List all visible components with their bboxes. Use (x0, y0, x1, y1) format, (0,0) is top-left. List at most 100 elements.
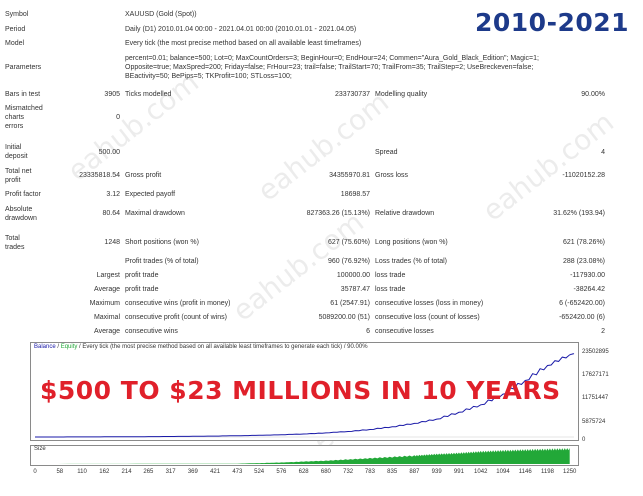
parameters-line-1: percent=0.01; balance=500; Lot=0; MaxCou… (125, 55, 539, 62)
relative-drawdown-label: Relative drawdown (375, 210, 435, 217)
maximum-wins-label: consecutive wins (profit in money) (125, 300, 231, 307)
parameters-line-3: BEactivity=50; BePips=5; TKProfit=100; S… (125, 73, 292, 80)
gross-profit-value: 34355970.81 (329, 172, 370, 179)
series-line-balance (35, 353, 575, 438)
bars-in-test-label: Bars in test (5, 91, 41, 98)
total-net-profit-label-2: profit (5, 177, 21, 184)
legend-separator: / (55, 344, 61, 350)
total-trades-label-1: Total (5, 235, 20, 242)
size-label: Size (34, 446, 46, 452)
strategy-tester-report: Symbol XAUUSD (Gold (Spot)) Period Daily… (5, 11, 605, 335)
short-positions-label: Short positions (won %) (125, 239, 199, 246)
x-tick-label: 1094 (496, 469, 510, 475)
maximum-label: Maximum (89, 300, 120, 307)
total-trades-label-2: trades (5, 244, 25, 251)
average-loss-value: -38264.42 (573, 286, 605, 293)
x-tick-label: 421 (210, 469, 221, 475)
maximal-loss-value: -652420.00 (6) (559, 314, 605, 321)
largest-label: Largest (96, 272, 120, 279)
expected-payoff-value: 18698.57 (340, 191, 370, 198)
average-consecutive-wins-label: consecutive wins (125, 328, 178, 335)
symbol-value: XAUUSD (Gold (Spot)) (125, 11, 197, 18)
total-net-profit-value: 23335818.54 (79, 172, 120, 179)
gross-profit-label: Gross profit (125, 172, 162, 179)
average-profit-value: 35787.47 (340, 286, 370, 293)
x-tick-label: 732 (343, 469, 354, 475)
largest-loss-value: -117930.00 (570, 272, 605, 279)
y-tick-label: 17627171 (582, 372, 609, 378)
balance-chart (35, 353, 575, 438)
profit-factor-value: 3.12 (106, 191, 120, 198)
size-area (35, 448, 570, 464)
period-label: Period (5, 26, 26, 33)
x-tick-label: 1146 (518, 469, 532, 475)
model-label: Model (5, 40, 25, 47)
average-consecutive-losses-label: consecutive losses (375, 328, 434, 335)
year-range-overlay: 2010-2021 (475, 8, 630, 37)
x-tick-label: 0 (33, 469, 37, 475)
largest-loss-label: loss trade (375, 272, 406, 279)
loss-trades-label: Loss trades (% of total) (375, 258, 447, 265)
symbol-label: Symbol (5, 11, 29, 18)
absolute-drawdown-value: 80.64 (102, 210, 120, 217)
maximal-drawdown-value: 827363.26 (15.13%) (306, 210, 370, 217)
model-value: Every tick (the most precise method base… (125, 40, 362, 47)
expected-payoff-label: Expected payoff (125, 191, 176, 198)
x-tick-label: 1250 (563, 469, 577, 475)
profit-trades-value: 960 (76.92%) (327, 258, 370, 265)
legend-balance: Balance (34, 344, 56, 350)
x-tick-label: 991 (453, 469, 464, 475)
claim-overlay: $500 TO $23 MILLIONS IN 10 YEARS (40, 376, 561, 405)
initial-deposit-label-1: Initial (5, 144, 22, 151)
maximum-losses-value: 6 (-652420.00) (559, 300, 605, 307)
x-tick-label: 680 (320, 469, 331, 475)
average-label: Average (94, 286, 120, 293)
parameters-label: Parameters (5, 64, 42, 71)
largest-profit-label: profit trade (125, 272, 159, 279)
gross-loss-label: Gross loss (375, 172, 409, 179)
short-positions-value: 627 (75.60%) (327, 239, 370, 246)
gross-loss-value: -11020152.28 (562, 172, 605, 179)
mismatched-label-1: Mismatched (5, 105, 43, 112)
initial-deposit-label-2: deposit (5, 153, 28, 160)
x-tick-label: 369 (187, 469, 198, 475)
maximal-label: Maximal (93, 314, 120, 321)
x-tick-label: 1042 (474, 469, 488, 475)
maximum-losses-label: consecutive losses (loss in money) (375, 300, 484, 307)
average-consecutive-losses-value: 2 (601, 328, 605, 335)
ticks-modelled-label: Ticks modelled (125, 91, 172, 98)
x-tick-label: 628 (298, 469, 309, 475)
y-tick-label: 0 (582, 437, 586, 443)
average-consecutive-label: Average (94, 328, 120, 335)
mismatched-value: 0 (116, 114, 120, 121)
spread-value: 4 (601, 149, 605, 156)
x-tick-label: 110 (77, 469, 87, 475)
maximal-profit-label: consecutive profit (count of wins) (125, 314, 227, 321)
maximal-drawdown-label: Maximal drawdown (125, 210, 185, 217)
profit-trades-label: Profit trades (% of total) (125, 258, 199, 265)
bars-in-test-value: 3905 (104, 91, 120, 98)
ticks-modelled-value: 233730737 (334, 91, 370, 98)
absolute-drawdown-label-2: drawdown (5, 215, 37, 222)
average-profit-label: profit trade (125, 286, 159, 293)
parameters-line-2: Opposite=true; MaxSpred=200; Friday=fals… (125, 64, 534, 71)
maximum-wins-value: 61 (2547.91) (330, 300, 370, 307)
initial-deposit-value: 500.00 (98, 149, 120, 156)
profit-factor-label: Profit factor (5, 191, 41, 198)
relative-drawdown-value: 31.62% (193.94) (553, 210, 605, 217)
mismatched-label-3: errors (5, 123, 24, 130)
largest-profit-value: 100000.00 (336, 272, 370, 279)
y-tick-label: 11751447 (582, 395, 609, 401)
total-trades-value: 1248 (104, 239, 120, 246)
x-tick-label: 473 (232, 469, 243, 475)
legend-equity: Equity (60, 344, 78, 350)
size-chart (35, 448, 570, 464)
x-tick-label: 835 (387, 469, 398, 475)
x-tick-label: 265 (143, 469, 154, 475)
x-tick-label: 939 (431, 469, 442, 475)
average-consecutive-wins-value: 6 (366, 328, 370, 335)
long-positions-value: 621 (78.26%) (562, 239, 605, 246)
modelling-quality-label: Modelling quality (375, 91, 428, 98)
balance-chart-frame (30, 342, 579, 441)
loss-trades-value: 288 (23.08%) (562, 258, 605, 265)
